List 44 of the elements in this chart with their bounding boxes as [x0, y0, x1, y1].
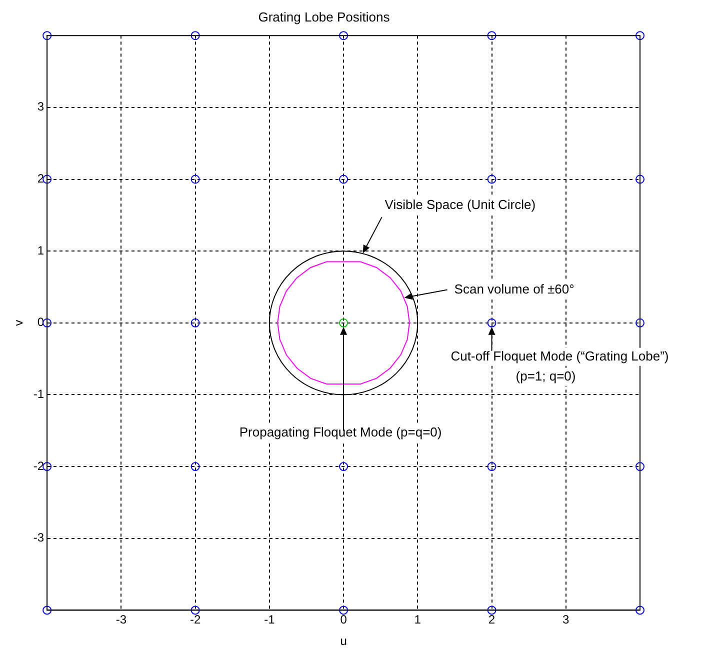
point	[190, 462, 200, 472]
point	[487, 174, 496, 184]
point	[636, 462, 644, 472]
x-tick-label: 3	[562, 612, 570, 627]
point	[339, 31, 348, 40]
point	[42, 174, 52, 184]
point	[487, 606, 496, 615]
point	[636, 174, 644, 184]
x-tick-label: -2	[190, 612, 201, 627]
point	[42, 31, 52, 40]
point	[636, 606, 644, 615]
annotation: Scan volume of ±60°	[454, 281, 574, 296]
point	[636, 318, 644, 328]
point	[487, 318, 496, 328]
x-tick-label: 0	[340, 612, 348, 627]
point	[339, 174, 348, 184]
y-axis-title: v	[12, 320, 26, 326]
point	[190, 318, 200, 328]
point	[487, 31, 496, 40]
point	[636, 31, 644, 40]
x-tick-label: 1	[414, 612, 422, 627]
point	[190, 31, 200, 40]
point	[42, 462, 52, 472]
point	[190, 174, 200, 184]
x-tick-label: -1	[264, 612, 276, 627]
x-tick-label: 2	[488, 612, 496, 627]
y-tick-label: -1	[33, 387, 44, 402]
point	[339, 606, 348, 615]
y-tick-label: -3	[33, 530, 44, 545]
point	[339, 462, 348, 472]
point	[42, 318, 52, 328]
y-tick-label: 1	[37, 243, 44, 258]
point	[42, 606, 52, 615]
annotation: Visible Space (Unit Circle)	[384, 196, 536, 212]
point	[487, 462, 496, 472]
y-tick-label: -2	[33, 458, 44, 473]
chart-title: Grating Lobe Positions	[258, 9, 390, 24]
annotation: Propagating Floquet Mode (p=q=0)	[239, 424, 442, 440]
y-tick-label: 3	[37, 100, 44, 114]
point	[190, 606, 200, 615]
x-tick-label: -3	[116, 612, 127, 627]
y-tick-label: 2	[37, 172, 44, 186]
x-axis-title: u	[340, 634, 347, 648]
annotation: Cut-off Floquet Mode (“Grating Lobe”) (p=1; q=0)	[450, 348, 669, 384]
